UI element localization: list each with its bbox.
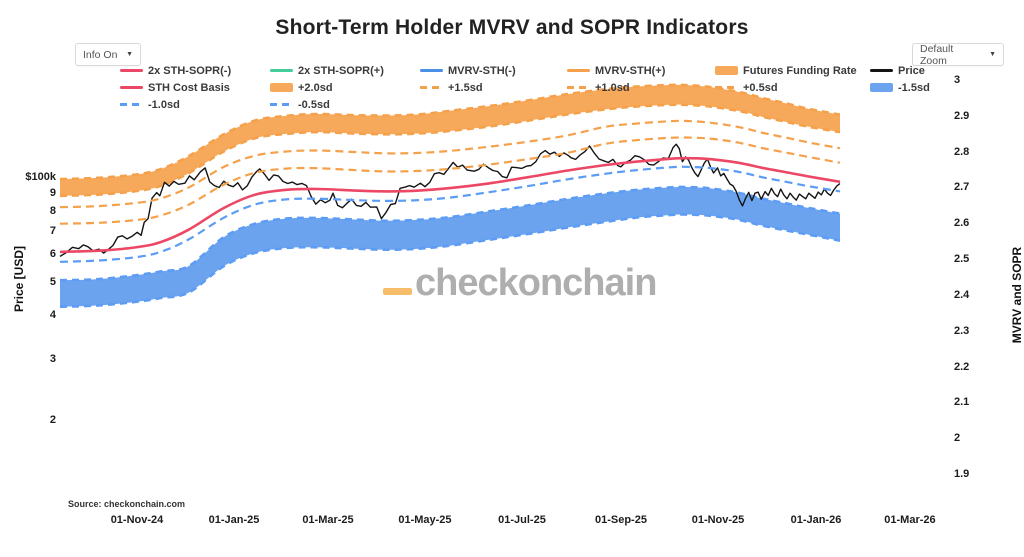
band-+2.0sd-band <box>60 84 840 196</box>
legend-item-price[interactable]: Price <box>870 63 925 78</box>
legend-label: +1.5sd <box>448 81 483 94</box>
legend-line-swatch <box>270 69 293 72</box>
series--1.5sd-edge <box>59 213 841 309</box>
legend-item-+05sd[interactable]: +0.5sd <box>715 80 778 95</box>
legend-item-2xsth-sopr+[interactable]: 2x STH-SOPR(+) <box>270 63 384 78</box>
legend-dash-swatch <box>715 86 738 89</box>
legend-label: Price <box>898 64 925 77</box>
chevron-down-icon: ▼ <box>126 51 133 58</box>
legend-item--10sd[interactable]: -1.0sd <box>120 97 180 112</box>
legend-band-swatch <box>715 66 738 75</box>
legend-label: STH Cost Basis <box>148 81 230 94</box>
legend-label: MVRV-STH(-) <box>448 64 516 77</box>
legend-line-swatch <box>870 69 893 72</box>
series--1.0sd-edge <box>59 185 841 282</box>
legend-label: -1.5sd <box>898 81 930 94</box>
band--1.5sd-band <box>60 186 840 307</box>
page-title: Short-Term Holder MVRV and SOPR Indicato… <box>275 16 749 39</box>
legend-item-mvrv-sth-[interactable]: MVRV-STH(-) <box>420 63 516 78</box>
watermark-text: checkonchain <box>415 262 657 304</box>
legend-dash-swatch <box>270 103 293 106</box>
zoom-preset-dropdown[interactable]: Default Zoom ▼ <box>912 42 1004 67</box>
legend-item-+15sd[interactable]: +1.5sd <box>420 80 483 95</box>
series-+1.5sd-edge <box>59 103 841 198</box>
legend-item-+10sd[interactable]: +1.0sd <box>567 80 630 95</box>
watermark-underscore <box>383 288 412 295</box>
series-+1.0sd <box>59 119 841 209</box>
info-toggle-dropdown[interactable]: Info On ▼ <box>75 43 141 66</box>
zoom-preset-label: Default Zoom <box>920 42 954 67</box>
legend-label: +0.5sd <box>743 81 778 94</box>
legend-line-swatch <box>120 86 143 89</box>
series-Price <box>59 143 841 257</box>
legend-item-futuresfundingrate[interactable]: Futures Funding Rate <box>715 63 857 78</box>
legend-label: 2x STH-SOPR(+) <box>298 64 384 77</box>
legend-line-swatch <box>120 69 143 72</box>
series--0.5sd <box>59 165 841 263</box>
series-+2.0sd-edge <box>59 83 841 181</box>
info-toggle-label: Info On <box>83 48 118 61</box>
legend-dash-swatch <box>567 86 590 89</box>
legend-label: +2.0sd <box>298 81 333 94</box>
legend-line-swatch <box>567 69 590 72</box>
legend-item--05sd[interactable]: -0.5sd <box>270 97 330 112</box>
legend-label: -1.0sd <box>148 98 180 111</box>
chevron-down-icon: ▼ <box>989 51 996 58</box>
legend-band-swatch <box>270 83 293 92</box>
series-+0.5sd <box>59 136 841 225</box>
legend-label: 2x STH-SOPR(-) <box>148 64 232 77</box>
legend-line-swatch <box>420 69 443 72</box>
legend-band-swatch <box>870 83 893 92</box>
legend-label: -0.5sd <box>298 98 330 111</box>
legend-dash-swatch <box>120 103 143 106</box>
legend-item-+20sd[interactable]: +2.0sd <box>270 80 333 95</box>
legend-dash-swatch <box>420 86 443 89</box>
legend-item-2xsth-sopr-[interactable]: 2x STH-SOPR(-) <box>120 63 231 78</box>
watermark: checkonchain <box>383 262 657 305</box>
legend-item--15sd[interactable]: -1.5sd <box>870 80 930 95</box>
legend-label: MVRV-STH(+) <box>595 64 666 77</box>
legend-label: +1.0sd <box>595 81 630 94</box>
legend-item-sthcostbasis[interactable]: STH Cost Basis <box>120 80 230 95</box>
series-STH-Cost-Basis <box>59 156 841 254</box>
legend-label: Futures Funding Rate <box>743 64 857 77</box>
legend-item-mvrv-sth+[interactable]: MVRV-STH(+) <box>567 63 665 78</box>
